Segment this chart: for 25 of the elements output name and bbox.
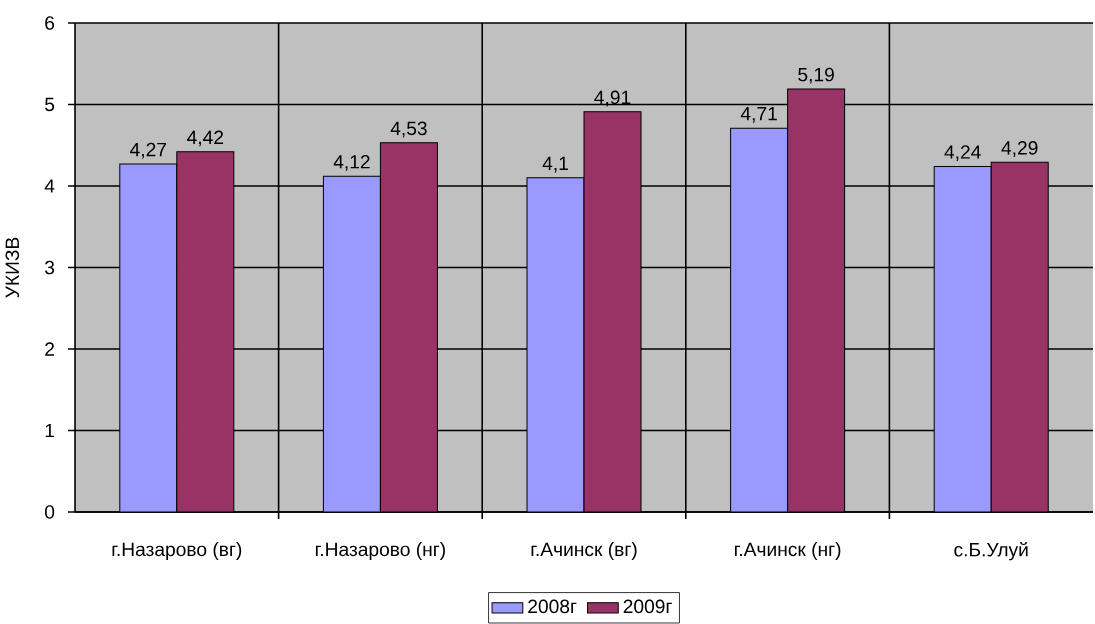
- y-tick-label: 1: [45, 423, 54, 438]
- legend-label: 2008г: [528, 599, 577, 614]
- y-tick-label: 2: [45, 342, 54, 356]
- data-label: 4,42: [187, 130, 224, 147]
- data-label: 4,29: [1001, 141, 1038, 157]
- data-label: 5,19: [798, 67, 834, 84]
- x-tick-label: г.Назарово (нг): [315, 542, 445, 560]
- y-tick-label: 6: [45, 16, 55, 30]
- x-tick-label: г.Ачинск (нг): [734, 542, 841, 560]
- data-label: 4,71: [740, 107, 777, 123]
- x-tick-label: г.Назарово (вг): [112, 542, 242, 560]
- x-tick-label: с.Б.Улуй: [954, 542, 1028, 561]
- data-label: 4,27: [130, 142, 167, 159]
- y-tick-label: 0: [45, 505, 55, 519]
- x-tick-label: г.Ачинск (вг): [531, 542, 637, 560]
- y-axis-title: УКИЗВ: [5, 237, 20, 298]
- data-label: 4,53: [390, 121, 427, 138]
- legend-label: 2009г: [623, 599, 672, 614]
- data-label: 4,24: [944, 145, 981, 162]
- y-tick-label: 4: [44, 179, 55, 193]
- y-tick-label: 3: [44, 260, 55, 275]
- data-label: 4,1: [542, 156, 568, 173]
- data-label: 4,12: [333, 154, 370, 171]
- data-label: 4,91: [594, 90, 631, 107]
- y-tick-label: 5: [45, 97, 55, 112]
